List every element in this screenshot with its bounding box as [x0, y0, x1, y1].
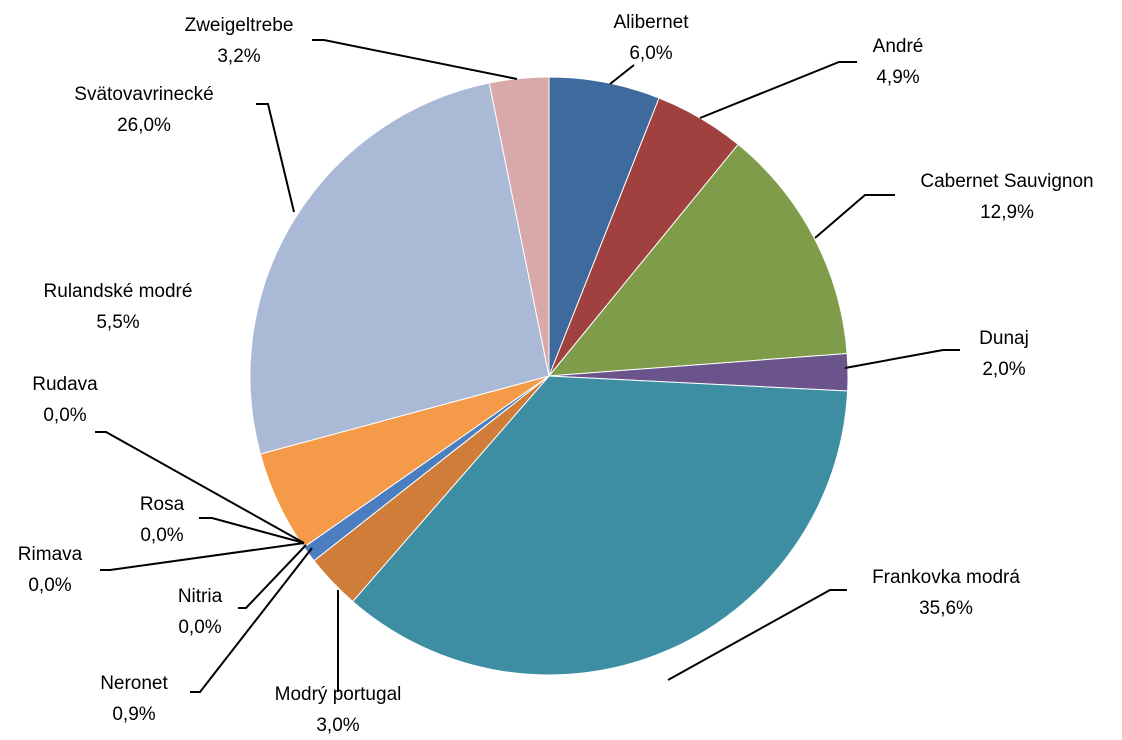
slice-percent-nitria: 0,0% — [178, 617, 221, 638]
slice-percent-cabernet-sauvignon: 12,9% — [980, 202, 1034, 223]
data-label-rimava: Rimava 0,0% — [18, 544, 83, 596]
leader-line-nitria — [238, 544, 307, 609]
slice-percent-zweigeltrebe: 3,2% — [217, 46, 260, 67]
leader-line-andre — [699, 61, 857, 119]
slice-percent-rimava: 0,0% — [28, 575, 71, 596]
slice-name-dunaj: Dunaj — [979, 328, 1029, 349]
slice-name-neronet: Neronet — [100, 673, 168, 694]
slice-cabernet-sauvignon — [547, 143, 848, 377]
slice-percent-alibernet: 6,0% — [629, 43, 672, 64]
leader-line-cabernet-sauvignon — [814, 194, 895, 239]
data-label-rudava: Rudava 0,0% — [32, 374, 98, 426]
slice-name-rimava: Rimava — [18, 544, 83, 565]
slice-percent-svatovavrinecke: 26,0% — [117, 115, 171, 136]
slice-name-rosa: Rosa — [140, 494, 185, 515]
slice-name-frankovka-modra: Frankovka modrá — [872, 567, 1020, 588]
data-label-rulandske-modre: Rulandské modré 5,5% — [44, 281, 193, 333]
data-label-neronet: Neronet 0,9% — [100, 673, 168, 725]
slice-name-andre: André — [873, 36, 924, 57]
data-label-andre: André 4,9% — [873, 36, 924, 88]
slice-name-svatovavrinecke: Svätovavrinecké — [74, 84, 213, 105]
leader-line-alibernet — [609, 64, 635, 85]
slice-percent-modry-portugal: 3,0% — [316, 715, 359, 736]
slice-name-cabernet-sauvignon: Cabernet Sauvignon — [920, 171, 1093, 192]
data-label-zweigeltrebe: Zweigeltrebe 3,2% — [185, 15, 294, 67]
slice-percent-frankovka-modra: 35,6% — [919, 598, 973, 619]
slice-name-nitria: Nitria — [178, 586, 223, 607]
slice-svatovavrinecke — [249, 82, 550, 455]
slice-percent-neronet: 0,9% — [112, 704, 155, 725]
leader-line-zweigeltrebe — [312, 39, 518, 80]
data-label-alibernet: Alibernet 6,0% — [614, 12, 690, 64]
leader-line-neronet — [190, 547, 313, 693]
pie-slices — [249, 76, 849, 676]
slice-labels: Alibernet 6,0% André 4,9% Cabernet Sauvignon… — [18, 12, 1094, 736]
slice-name-zweigeltrebe: Zweigeltrebe — [185, 15, 294, 36]
data-label-svatovavrinecke: Svätovavrinecké 26,0% — [74, 84, 213, 136]
slice-percent-rulandske-modre: 5,5% — [96, 312, 139, 333]
leader-line-svatovavrinecke — [256, 103, 295, 213]
slice-percent-rosa: 0,0% — [140, 525, 183, 546]
slice-zweigeltrebe — [488, 76, 550, 377]
leader-line-frankovka-modra — [667, 589, 847, 681]
data-label-rosa: Rosa 0,0% — [140, 494, 185, 546]
slice-name-alibernet: Alibernet — [614, 12, 690, 33]
data-label-cabernet-sauvignon: Cabernet Sauvignon 12,9% — [920, 171, 1093, 223]
data-label-frankovka-modra: Frankovka modrá 35,6% — [872, 567, 1020, 619]
slice-percent-andre: 4,9% — [876, 67, 919, 88]
leader-line-rosa — [199, 517, 305, 544]
data-label-modry-portugal: Modrý portugal 3,0% — [275, 684, 402, 736]
leader-line-rimava — [100, 542, 305, 571]
leader-lines — [95, 39, 960, 693]
leader-line-rudava — [95, 431, 305, 544]
slice-name-rudava: Rudava — [32, 374, 98, 395]
slice-percent-dunaj: 2,0% — [982, 359, 1025, 380]
slice-frankovka-modra — [351, 375, 849, 676]
slice-name-modry-portugal: Modrý portugal — [275, 684, 402, 705]
leader-line-dunaj — [844, 349, 960, 369]
data-label-dunaj: Dunaj 2,0% — [979, 328, 1029, 380]
data-label-nitria: Nitria 0,0% — [178, 586, 223, 638]
slice-name-rulandske-modre: Rulandské modré — [44, 281, 193, 302]
slice-percent-rudava: 0,0% — [43, 405, 86, 426]
